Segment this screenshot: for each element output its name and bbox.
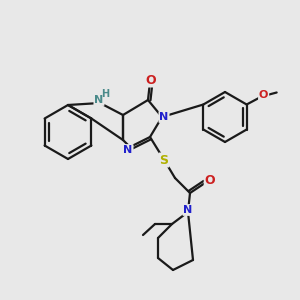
- Text: N: N: [183, 205, 193, 215]
- Text: N: N: [123, 145, 133, 155]
- Text: O: O: [205, 175, 215, 188]
- Text: N: N: [159, 112, 169, 122]
- Text: S: S: [160, 154, 169, 166]
- Text: N: N: [94, 95, 103, 105]
- Text: H: H: [101, 89, 109, 99]
- Text: O: O: [146, 74, 156, 86]
- Text: O: O: [259, 91, 268, 100]
